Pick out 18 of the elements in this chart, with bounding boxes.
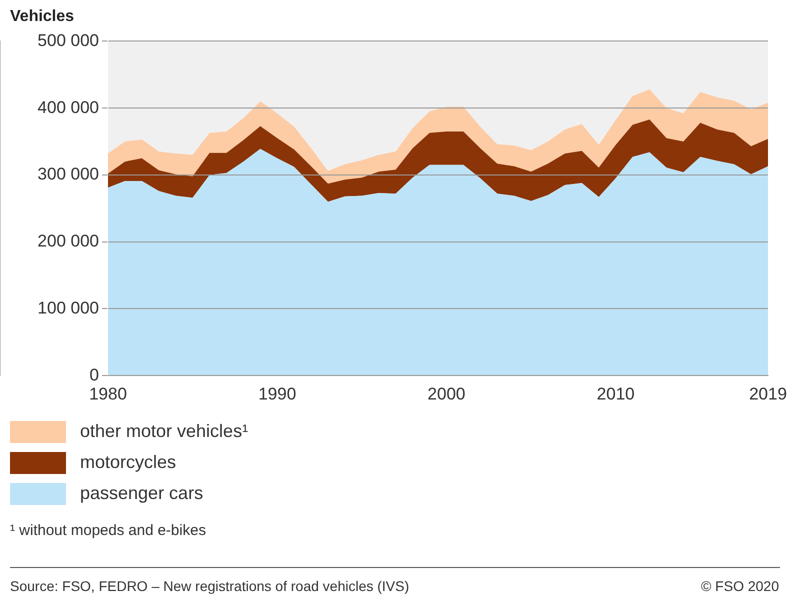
x-tick-label: 1980 [89, 384, 127, 404]
x-tick-label: 1990 [258, 384, 296, 404]
source-note: Source: FSO, FEDRO – New registrations of road vehicles (IVS) [10, 578, 410, 594]
y-tick-label: 100 000 [38, 298, 99, 318]
y-tick-label: 300 000 [38, 164, 99, 184]
x-tick-label: 2000 [428, 384, 466, 404]
y-tick-label: 0 [90, 365, 99, 384]
y-tick-label: 500 000 [38, 30, 99, 50]
x-tick-label: 2010 [596, 384, 635, 404]
y-tick-label: 200 000 [38, 232, 99, 251]
y-axis-title: Vehicles [10, 8, 74, 26]
x-tick-label: 2019 [749, 384, 787, 404]
legend-label: passenger cars [80, 483, 204, 504]
legend-label: motorcycles [80, 452, 176, 473]
text: ¹ without mopeds and e-bikes [10, 522, 206, 539]
text: © FSO 2020 [700, 578, 779, 594]
y-tick-label: 400 000 [38, 98, 99, 117]
legend-label: other motor vehicles¹ [80, 421, 248, 442]
